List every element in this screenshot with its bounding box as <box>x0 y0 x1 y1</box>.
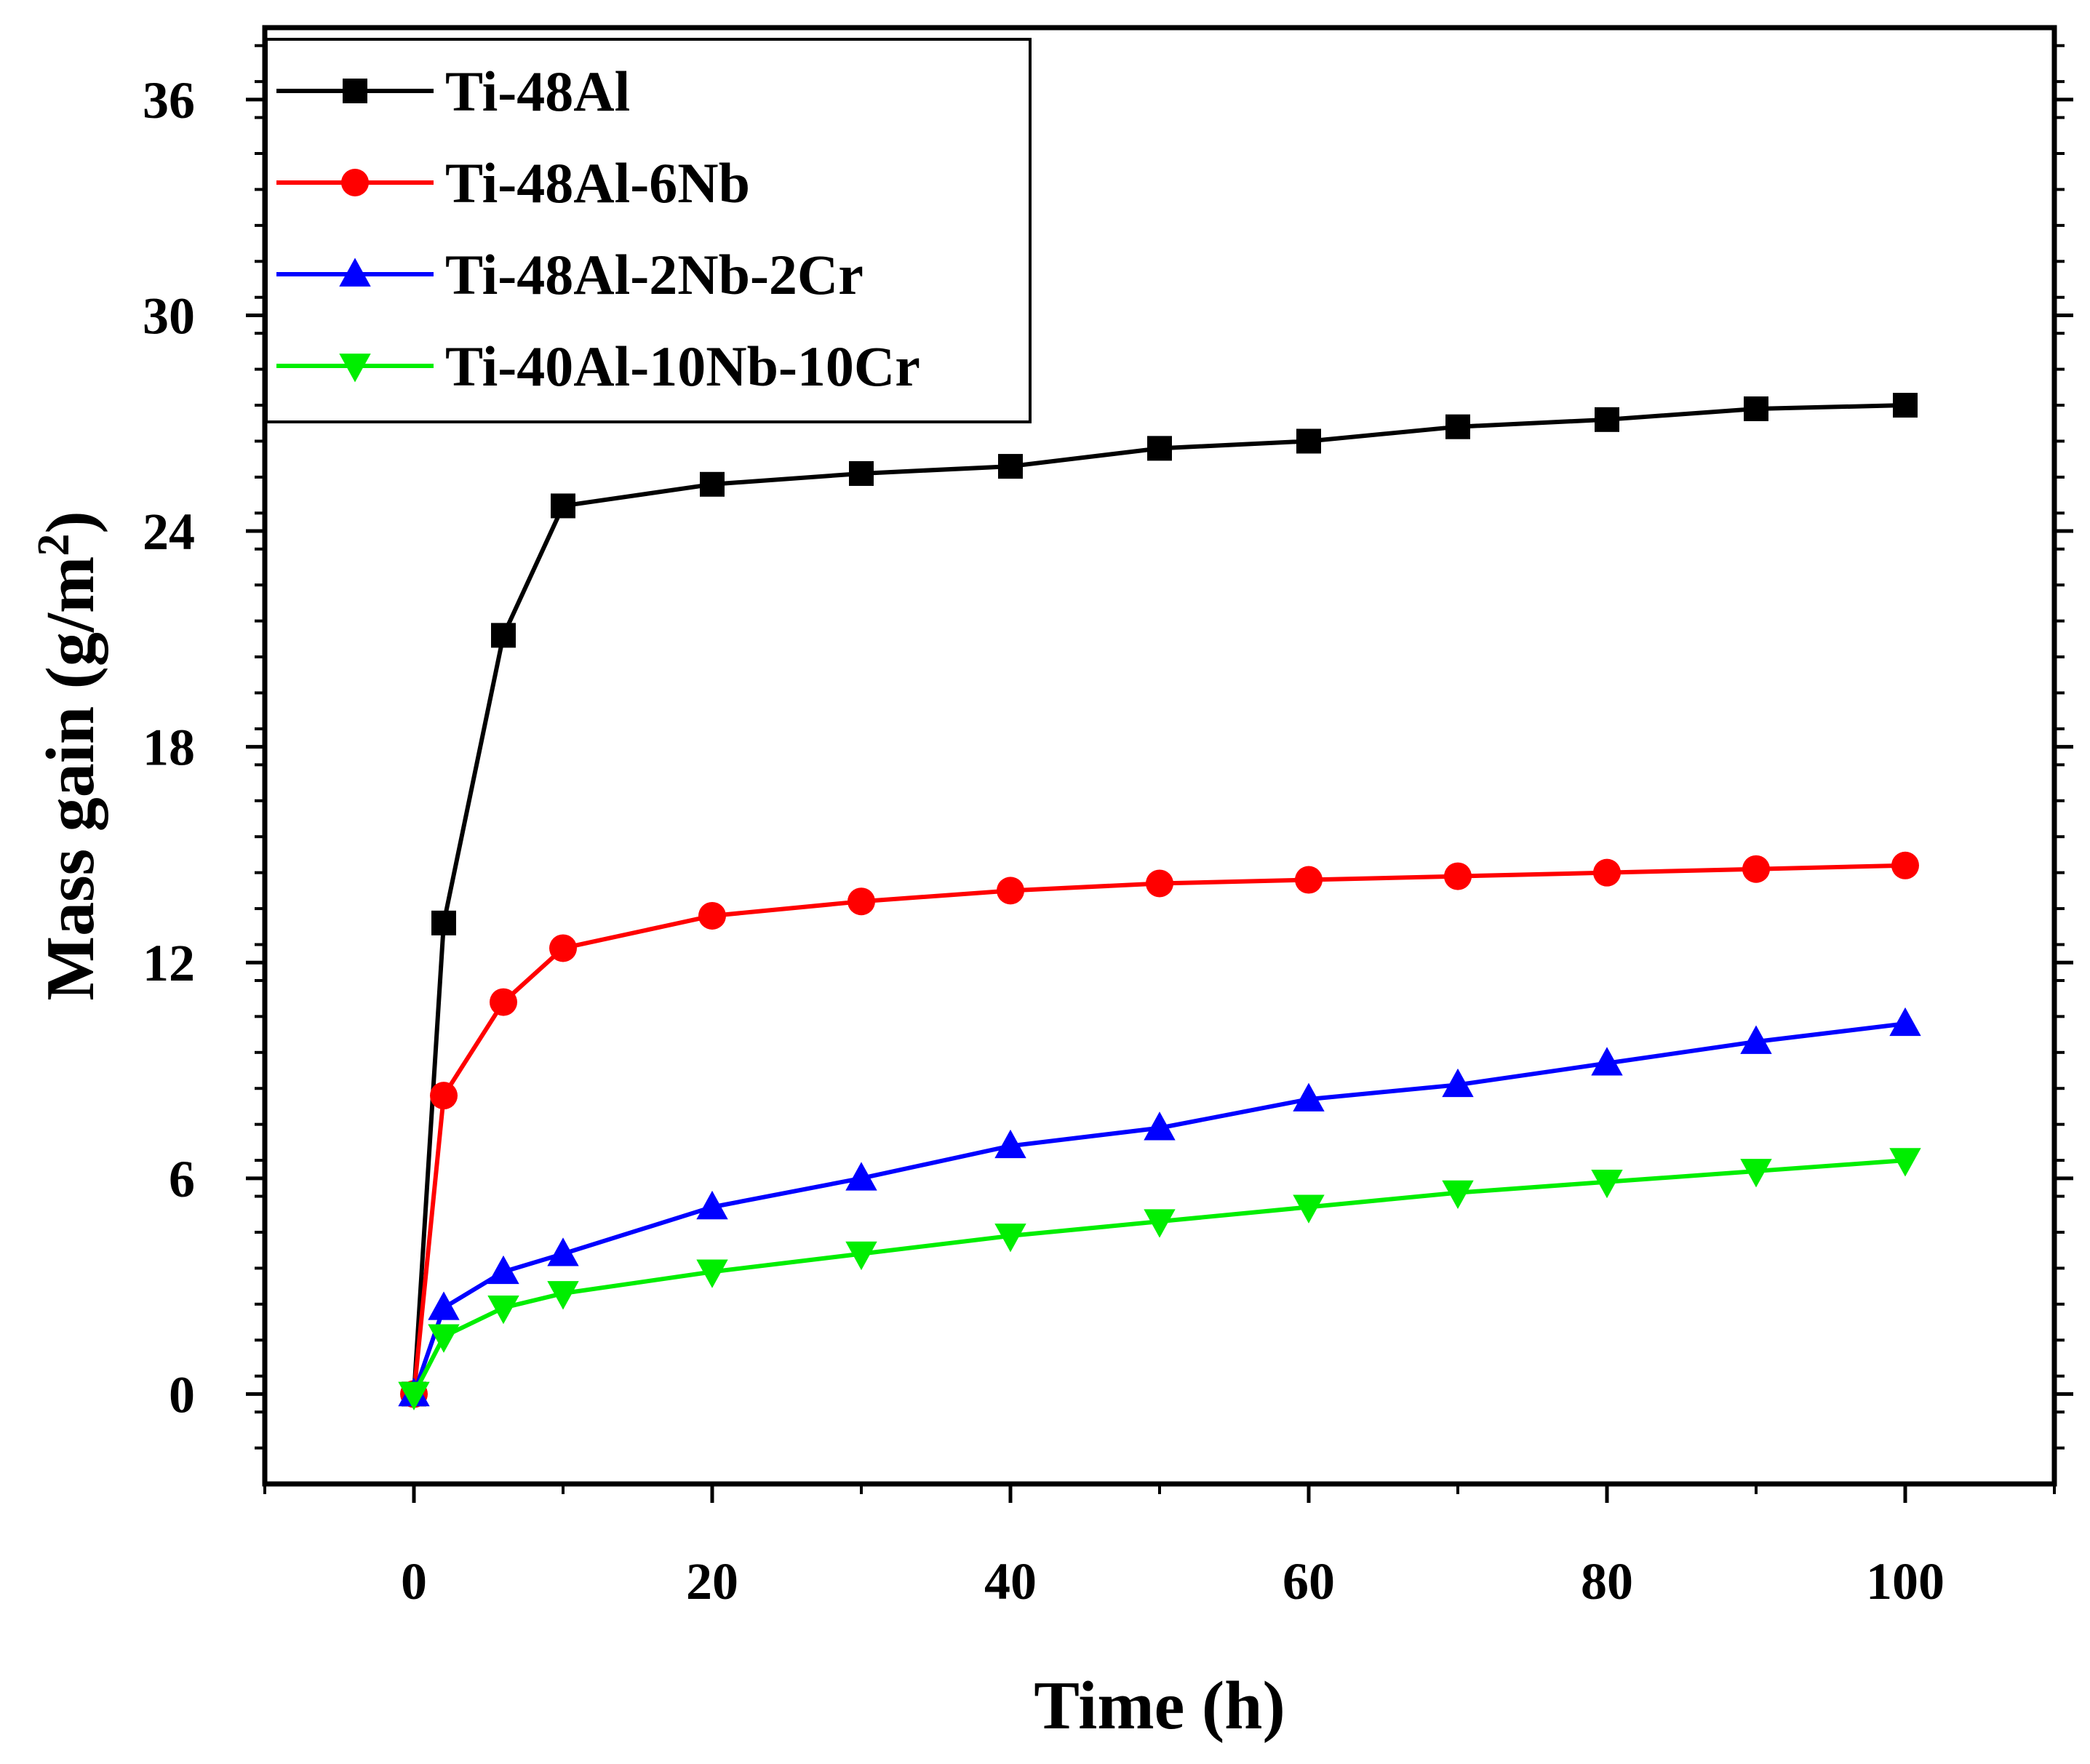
x-tick-label: 0 <box>401 1552 427 1611</box>
data-point <box>1889 1007 1921 1037</box>
data-point <box>1893 393 1918 418</box>
data-point <box>430 1082 458 1110</box>
data-point <box>1293 1082 1325 1112</box>
data-point <box>1593 858 1621 887</box>
x-axis-title: Time (h) <box>1034 1668 1285 1744</box>
data-point <box>1591 1169 1623 1199</box>
data-point <box>1740 1025 1772 1054</box>
data-point <box>998 454 1023 479</box>
axis-ticks: 0 6 12 18 24 30 36 0 20 40 60 80 100 <box>143 44 2073 1611</box>
data-point <box>700 471 725 497</box>
legend-entry: Ti-48Al <box>276 60 630 123</box>
legend-marker <box>339 258 371 287</box>
series-3 <box>398 1148 1921 1410</box>
data-point <box>398 1381 430 1410</box>
data-point <box>487 1295 519 1325</box>
y-axis-title-sup: 2 <box>29 534 79 556</box>
data-point <box>1595 407 1619 432</box>
series-line <box>412 403 1906 1394</box>
legend-label: Ti-48Al-6Nb <box>445 151 750 215</box>
legend-label: Ti-48Al <box>445 60 630 123</box>
x-tick-label: 100 <box>1866 1552 1945 1611</box>
data-point <box>994 1129 1026 1159</box>
data-point <box>549 934 577 962</box>
data-point <box>551 493 575 519</box>
data-point <box>547 1237 579 1266</box>
data-point <box>847 887 875 916</box>
y-axis-title: Mass gain (g/m2) <box>29 511 108 1000</box>
series-layer <box>398 393 1921 1410</box>
data-point <box>1442 1068 1474 1098</box>
y-tick-label: 0 <box>169 1365 195 1424</box>
legend-label: Ti-48Al-2Nb-2Cr <box>445 243 863 306</box>
data-point <box>994 1224 1026 1253</box>
data-point <box>1445 414 1470 439</box>
y-tick-label: 18 <box>143 719 195 777</box>
data-point <box>428 1324 460 1353</box>
x-tick-label: 40 <box>984 1552 1037 1611</box>
y-tick-label: 6 <box>169 1150 195 1208</box>
data-point <box>1444 862 1472 890</box>
data-point <box>1144 1209 1176 1238</box>
data-point <box>696 1259 728 1288</box>
y-tick-label: 36 <box>143 71 195 129</box>
data-point <box>845 1241 877 1271</box>
x-tick-label: 80 <box>1581 1552 1633 1611</box>
data-point <box>487 1255 519 1285</box>
data-point <box>547 1281 579 1310</box>
data-point <box>1891 851 1919 879</box>
series-line <box>412 1158 1906 1395</box>
data-point <box>1146 869 1173 898</box>
legend-entry: Ti-48Al-6Nb <box>276 151 750 215</box>
x-tick-label: 20 <box>686 1552 738 1611</box>
legend-entry: Ti-40Al-10Nb-10Cr <box>276 335 920 398</box>
data-point <box>1147 436 1172 461</box>
data-point <box>1296 428 1321 454</box>
data-point <box>1591 1047 1623 1076</box>
y-axis-title-close: ) <box>33 511 108 533</box>
y-tick-label: 30 <box>143 287 195 345</box>
legend-marker <box>341 169 369 196</box>
data-point <box>1144 1112 1176 1141</box>
legend-entry: Ti-48Al-2Nb-2Cr <box>276 243 863 306</box>
data-point <box>491 623 516 648</box>
data-point <box>1744 396 1768 421</box>
series-line <box>412 1021 1906 1395</box>
data-point <box>997 877 1024 905</box>
data-point <box>1293 1194 1325 1224</box>
y-axis-title-main: Mass gain (g/m <box>33 556 108 1001</box>
data-point <box>696 1190 728 1220</box>
series-0 <box>402 393 1918 1407</box>
data-point <box>1295 866 1323 894</box>
data-point <box>1742 855 1770 883</box>
legend-box <box>265 38 1032 423</box>
legend-marker <box>343 79 367 103</box>
y-tick-label: 12 <box>143 934 195 992</box>
series-2 <box>398 1007 1921 1407</box>
legend-marker <box>339 354 371 383</box>
legend: Ti-48Al Ti-48Al-6Nb Ti-48Al-2Nb-2Cr Ti-40Al… <box>265 38 1032 423</box>
data-point <box>698 901 726 930</box>
data-point <box>431 910 456 935</box>
data-point <box>849 460 874 486</box>
data-point <box>1740 1159 1772 1188</box>
data-point <box>845 1162 877 1191</box>
x-tick-label: 60 <box>1283 1552 1335 1611</box>
legend-label: Ti-40Al-10Nb-10Cr <box>445 335 920 398</box>
y-tick-label: 24 <box>143 503 195 561</box>
data-point <box>428 1291 460 1320</box>
data-point <box>1889 1148 1921 1177</box>
data-point <box>490 988 517 1016</box>
data-point <box>1442 1180 1474 1210</box>
